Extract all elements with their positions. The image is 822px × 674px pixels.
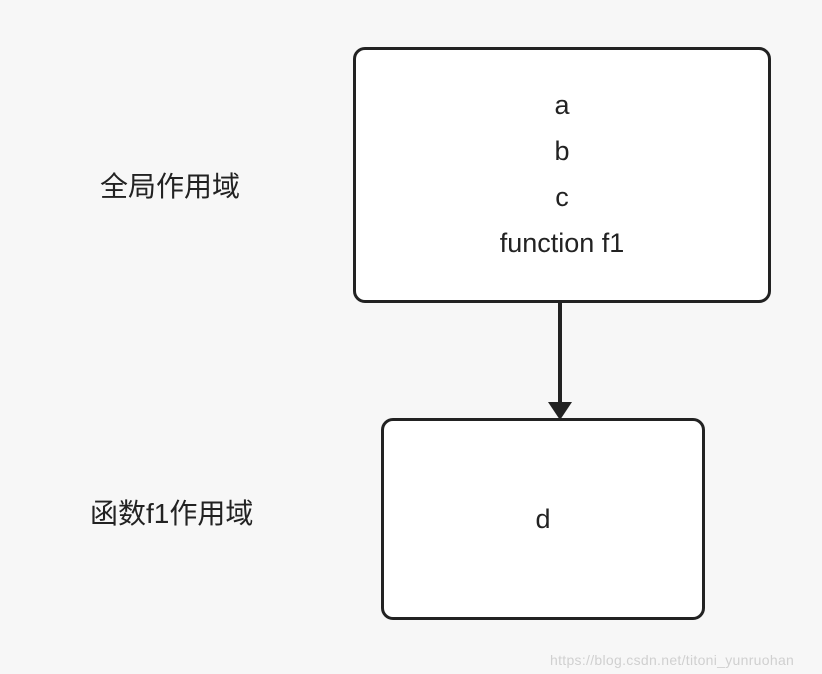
- arrow-line: [558, 303, 562, 406]
- box-line: c: [555, 175, 569, 221]
- box-line: d: [535, 504, 550, 535]
- function-scope-label: 函数f1作用域: [90, 492, 253, 532]
- box-line: b: [554, 129, 569, 175]
- box-line: function f1: [500, 221, 625, 267]
- function-scope-box: d: [381, 418, 705, 620]
- watermark-text: https://blog.csdn.net/titoni_yunruohan: [550, 652, 794, 668]
- box-line: a: [554, 83, 569, 129]
- global-scope-box: a b c function f1: [353, 47, 771, 303]
- global-scope-label: 全局作用域: [100, 165, 240, 205]
